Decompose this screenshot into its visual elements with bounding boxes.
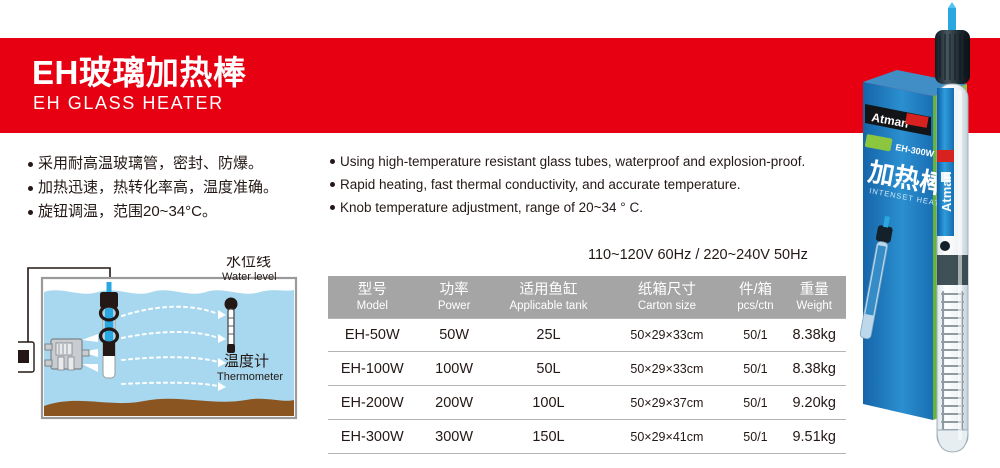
cell-tank: 100L (532, 394, 565, 411)
thermometer-label-en: Thermometer (217, 371, 283, 383)
feature-item: 旋钮调温，范围20~34°C。 (28, 200, 328, 224)
water-flow-arrows (121, 305, 219, 387)
feature-text: Using high-temperature resistant glass t… (340, 154, 806, 169)
cell-tank: 25L (536, 327, 561, 343)
column-header-pcs-per-carton: 件/箱 pcs/ctn (737, 281, 774, 312)
cell-model: EH-200W (340, 394, 404, 411)
feature-text: Rapid heating, fast thermal conductivity… (340, 177, 741, 192)
cell-pcs: 50/1 (743, 328, 768, 342)
cell-pcs: 50/1 (743, 361, 768, 376)
column-header-carton-size: 纸箱尺寸 Carton size (637, 281, 696, 312)
header-banner: EH玻璃加热棒 EH GLASS HEATER (0, 38, 1000, 133)
cell-power: 100W (435, 360, 474, 377)
cell-tank: 150L (532, 428, 565, 445)
column-header-power: 功率 Power (437, 281, 471, 312)
table-row: EH-50W 50W 25L 50×29×33cm 50/1 8.38kg (328, 318, 846, 352)
power-cord (27, 267, 111, 352)
cell-carton: 50×29×33cm (630, 328, 704, 342)
bullet-dot-icon (330, 159, 335, 164)
feature-item: 采用耐高温玻璃管，密封、防爆。 (28, 152, 328, 176)
box-brand-text: Atman (870, 110, 909, 131)
column-header-tank: 适用鱼缸 Applicable tank (509, 281, 588, 312)
feature-text: 旋钮调温，范围20~34°C。 (38, 203, 217, 220)
cell-power: 50W (439, 327, 470, 343)
aquarium-installation-diagram: 水位线 Water level 温度计 Thermometer (11, 253, 330, 438)
bullet-dot-icon (28, 186, 33, 191)
cell-weight: 9.20kg (792, 394, 836, 411)
pump-outflow-arrows (82, 334, 98, 372)
heater-product-unit: Atman (935, 2, 970, 453)
bullet-dot-icon (330, 182, 335, 187)
cell-model: EH-100W (340, 360, 404, 377)
feature-item: Knob temperature adjustment, range of 20… (330, 196, 850, 219)
cell-weight: 9.51kg (792, 428, 836, 445)
thermometer-label-cn: 温度计 (224, 353, 269, 370)
table-row: EH-200W 200W 100L 50×29×37cm 50/1 9.20kg (328, 386, 846, 420)
page-title-cn: EH玻璃加热棒 (32, 54, 247, 91)
cell-pcs: 50/1 (743, 395, 768, 410)
thermometer-icon (224, 297, 238, 353)
cell-carton: 50×29×41cm (630, 429, 704, 444)
feature-text: 采用耐高温玻璃管，密封、防爆。 (38, 155, 264, 172)
column-header-model: 型号 Model (356, 281, 388, 312)
feature-list-chinese: 采用耐高温玻璃管，密封、防爆。 加热迅速，热转化率高，温度准确。 旋钮调温，范围… (28, 152, 328, 224)
water-flow-arrowheads (218, 310, 226, 391)
cell-model: EH-50W (344, 327, 400, 343)
cell-tank: 50L (536, 360, 561, 377)
water-pump-icon (44, 338, 90, 371)
water-level-label-cn: 水位线 (226, 256, 271, 270)
feature-list-english: Using high-temperature resistant glass t… (330, 150, 850, 219)
cell-power: 300W (435, 428, 474, 445)
feature-text: Knob temperature adjustment, range of 20… (340, 200, 643, 215)
cell-pcs: 50/1 (743, 429, 768, 444)
table-row: EH-100W 100W 50L 50×29×33cm 50/1 8.38kg (328, 352, 846, 386)
wall-outlet-icon (11, 341, 35, 373)
feature-item: Rapid heating, fast thermal conductivity… (330, 173, 850, 196)
voltage-note: 110~120V 60Hz / 220~240V 50Hz (588, 247, 808, 263)
box-product-illustration (859, 215, 893, 340)
substrate-gravel (44, 398, 294, 416)
cell-weight: 8.38kg (792, 327, 836, 343)
feature-item: 加热迅速，热转化率高，温度准确。 (28, 176, 328, 200)
table-row: EH-300W 300W 150L 50×29×41cm 50/1 9.51kg (328, 420, 846, 454)
cell-carton: 50×29×33cm (630, 361, 704, 376)
cell-model: EH-300W (340, 428, 404, 445)
product-photo: Atman EH-300W 加热棒 INTENSET HEATER (855, 0, 1000, 468)
table-header-row: 型号 Model 功率 Power 适用鱼缸 Applicable tank 纸… (328, 276, 846, 318)
cell-carton: 50×29×37cm (630, 395, 704, 410)
water-level-label-en: Water level (222, 271, 277, 283)
specification-table: 型号 Model 功率 Power 适用鱼缸 Applicable tank 纸… (328, 276, 846, 454)
feature-text: 加热迅速，热转化率高，温度准确。 (38, 179, 279, 196)
feature-item: Using high-temperature resistant glass t… (330, 150, 850, 173)
column-header-weight: 重量 Weight (796, 281, 832, 312)
page-title-en: EH GLASS HEATER (33, 93, 224, 113)
bullet-dot-icon (28, 210, 33, 215)
cell-weight: 8.38kg (792, 360, 836, 377)
bullet-dot-icon (28, 162, 33, 167)
cell-power: 200W (435, 394, 474, 411)
heater-rod-icon (98, 282, 120, 379)
bullet-dot-icon (330, 205, 335, 210)
